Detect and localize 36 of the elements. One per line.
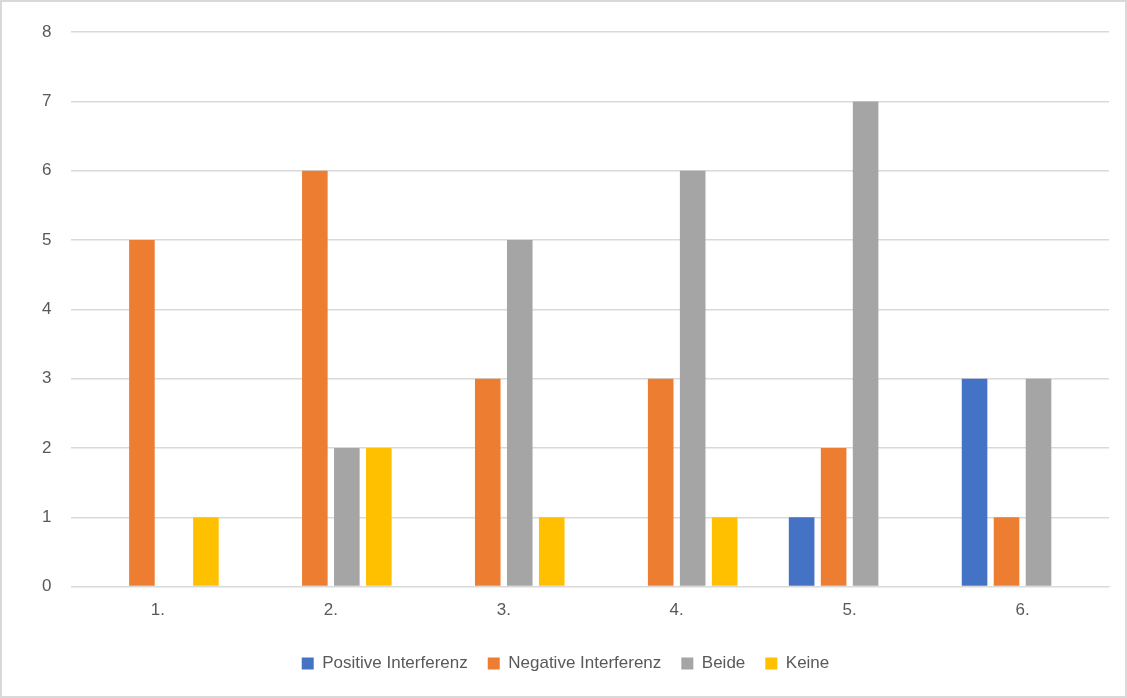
bar [129, 240, 155, 586]
bar [711, 517, 738, 586]
y-tick-label: 4 [41, 299, 52, 319]
bar [961, 378, 988, 586]
y-tick-label: 5 [41, 229, 52, 249]
bar [366, 448, 392, 586]
x-tick-label: 3. [496, 600, 511, 620]
bar [993, 517, 1020, 586]
x-tick-label: 2. [323, 600, 338, 620]
x-tick-label: 4. [669, 600, 684, 620]
bar [302, 170, 328, 586]
bar [788, 517, 815, 586]
x-tick-label: 5. [842, 600, 857, 620]
legend-label: Keine [785, 653, 830, 673]
bar [506, 240, 533, 586]
y-tick-label: 8 [41, 21, 52, 41]
legend-label: Beide [701, 653, 746, 673]
bar [474, 378, 501, 586]
y-tick-label: 7 [41, 91, 52, 111]
legend-label: Positive Interferenz [322, 653, 468, 673]
x-tick-label: 6. [1015, 600, 1030, 620]
y-tick-label: 6 [41, 160, 52, 180]
bar [1025, 378, 1052, 586]
bar [852, 101, 879, 586]
bar [193, 517, 219, 586]
y-tick-label: 2 [41, 437, 52, 457]
y-tick-label: 0 [41, 576, 52, 596]
legend-label: Negative Interferenz [508, 653, 662, 673]
y-tick-label: 1 [41, 506, 52, 526]
bar [538, 517, 565, 586]
bar [334, 448, 360, 586]
x-tick-label: 1. [150, 600, 166, 620]
bar [679, 170, 706, 586]
bar [820, 448, 847, 586]
bar [647, 378, 674, 586]
y-tick-label: 3 [41, 368, 52, 388]
